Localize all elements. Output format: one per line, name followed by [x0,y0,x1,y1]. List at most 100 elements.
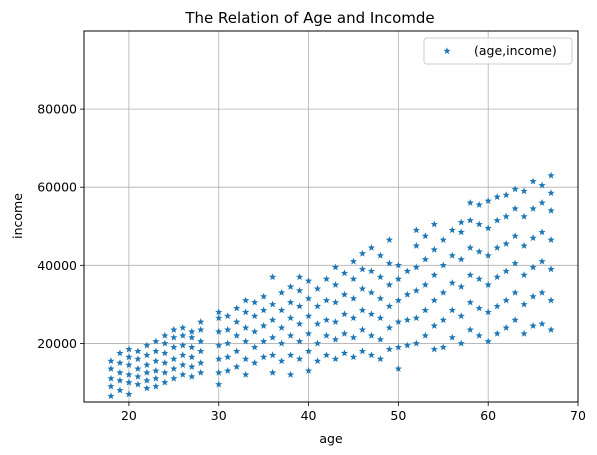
data-point-star [269,368,277,376]
data-point-star [538,228,546,236]
data-point-star [466,199,474,206]
data-point-star [547,171,555,179]
data-point-star [251,343,259,351]
data-point-star [304,347,313,355]
data-point-star [520,187,528,195]
data-point-star [322,296,331,304]
data-point-star [125,370,133,378]
data-point-star [493,273,501,281]
data-point-star [286,370,295,378]
x-tick-label: 40 [301,408,317,423]
data-point-star [475,304,483,312]
data-point-star [215,314,223,322]
y-axis-label: income [10,193,25,239]
x-tick-label: 60 [480,408,496,423]
data-point-star [242,370,250,378]
data-point-star [385,345,393,353]
data-point-star [349,353,358,361]
data-point-star [547,189,555,197]
data-point-star [197,347,205,355]
data-point-star [215,327,223,335]
data-point-star [349,333,358,341]
data-point-star [475,200,483,208]
data-point-star [349,294,358,302]
data-point-star [412,226,420,234]
data-point-star [233,363,241,370]
data-point-star [475,247,483,255]
data-point-star [313,284,322,292]
data-point-star [349,314,358,322]
data-point-star [457,218,465,226]
data-point-star [286,351,295,359]
data-point-star [403,267,411,275]
data-point-star [421,255,429,263]
data-point-star [313,357,322,365]
data-point-star [511,232,519,240]
data-point-star [224,339,232,347]
data-point-star [251,327,259,335]
data-point-star [152,347,160,355]
data-point-star [313,302,322,310]
data-point-star [547,296,555,304]
chart-title: The Relation of Age and Incomde [184,9,434,27]
data-point-star [394,261,402,269]
x-tick-label: 70 [570,408,586,423]
data-point-star [233,331,241,339]
data-point-star [403,290,411,298]
data-point-star [448,279,456,286]
data-point-star [322,351,331,359]
data-point-star [448,333,456,341]
data-point-star [260,306,268,314]
data-point-star [484,251,492,259]
data-point-star [304,312,313,320]
data-point-star [520,241,528,249]
data-point-star [143,341,151,349]
data-point-star [367,288,376,296]
data-point-star [430,271,438,279]
data-point-star [376,335,385,343]
data-point-star [107,392,115,400]
data-point-star [313,320,322,327]
data-point-star [277,357,286,365]
data-point-star [242,324,250,331]
data-point-star [170,343,178,351]
data-point-star [403,316,411,324]
data-point-star [143,351,151,359]
data-point-star [529,322,537,329]
data-point-star [269,351,277,359]
data-point-star [107,374,115,382]
data-point-star [358,284,367,292]
data-point-star [529,292,537,300]
data-point-star [421,232,429,240]
data-point-star [547,206,555,214]
data-point-star [358,347,367,355]
data-point-star [421,331,429,339]
data-point-star [475,275,483,283]
data-point-star [502,324,510,331]
data-point-star [188,343,196,351]
data-point-star [376,355,385,363]
data-point-star [215,308,223,316]
data-point-star [277,288,286,296]
x-axis-ticks: 20 30 40 50 60 70 [121,402,586,423]
data-point-star [197,325,205,333]
data-point-star [170,374,178,382]
data-point-star [493,216,501,224]
data-point-star [502,191,510,199]
data-point-star [520,300,528,308]
data-point-star [179,361,187,368]
data-point-star [484,281,492,288]
data-point-star [340,349,349,357]
y-tick-label: 40000 [37,258,77,273]
data-point-star [367,351,376,359]
data-point-star [260,353,268,361]
data-point-star [385,281,393,288]
data-point-star [394,318,402,326]
data-point-star [430,322,438,329]
data-point-star [394,343,402,351]
data-point-star [188,353,196,361]
data-point-star [224,353,232,361]
data-point-star [385,302,393,310]
data-point-star [286,282,295,290]
legend-star [443,47,451,55]
